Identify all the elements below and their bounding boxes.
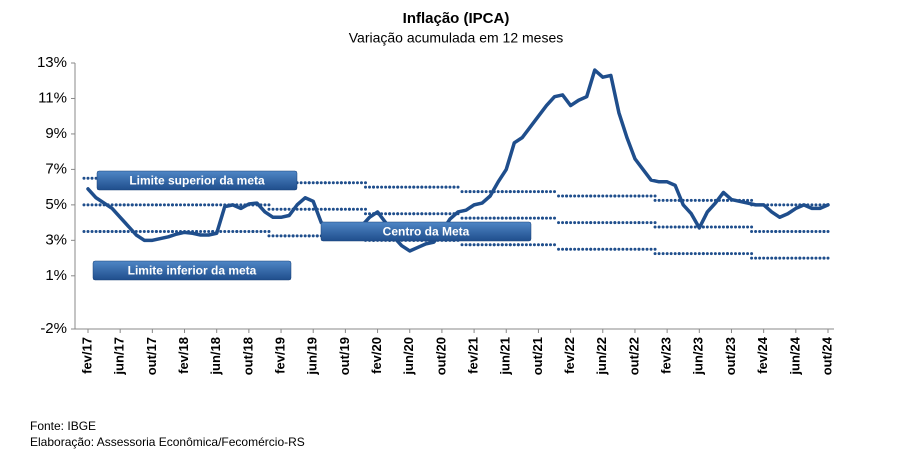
series-label: Limite inferior da meta (128, 264, 257, 278)
chart-subtitle: Variação acumulada em 12 meses (349, 30, 564, 46)
x-tick-label: fev/21 (466, 337, 481, 374)
chart-title: Inflação (IPCA) (403, 10, 510, 27)
x-tick-label: fev/23 (659, 337, 674, 374)
y-tick-label: 13% (37, 54, 67, 71)
x-tick-label: out/23 (723, 337, 738, 375)
x-tick-label: out/18 (240, 337, 255, 375)
footnote: Fonte: IBGE (30, 419, 96, 433)
y-tick-label: 7% (45, 160, 67, 177)
label-box (96, 170, 298, 191)
x-tick-label: out/22 (626, 337, 641, 375)
x-tick-label: jun/17 (112, 337, 127, 376)
y-tick-label: 11% (38, 89, 67, 106)
x-tick-label: fev/19 (272, 337, 287, 374)
x-tick-label: out/21 (530, 337, 545, 375)
label-box (92, 260, 292, 281)
x-tick-label: jun/21 (498, 337, 513, 376)
x-tick-label: fev/17 (79, 337, 94, 374)
x-tick-label: fev/24 (755, 336, 770, 374)
y-tick-label: -2% (40, 320, 67, 337)
x-tick-label: jun/19 (305, 337, 320, 376)
y-tick-label: 9% (45, 125, 67, 142)
x-tick-label: out/19 (337, 337, 352, 375)
y-tick-label: 3% (45, 231, 67, 248)
y-tick-label: 1% (45, 267, 67, 284)
x-tick-label: out/17 (144, 337, 159, 375)
series-label: Limite superior da meta (129, 174, 265, 188)
y-tick-label: 5% (45, 196, 67, 213)
label-box (320, 221, 532, 242)
series-label: Centro da Meta (383, 225, 470, 239)
footnote: Elaboração: Assessoria Econômica/Fecomér… (30, 435, 305, 449)
x-tick-label: fev/22 (562, 337, 577, 374)
x-tick-label: jun/22 (594, 337, 609, 376)
x-tick-label: out/24 (819, 336, 834, 375)
x-tick-label: jun/20 (401, 337, 416, 376)
x-tick-label: fev/20 (369, 337, 384, 374)
x-tick-label: jun/23 (691, 337, 706, 376)
x-tick-label: out/20 (433, 337, 448, 375)
x-tick-label: fev/18 (176, 337, 191, 374)
x-tick-label: jun/18 (208, 337, 223, 376)
data-line (86, 68, 830, 253)
x-tick-label: jun/24 (787, 336, 802, 375)
